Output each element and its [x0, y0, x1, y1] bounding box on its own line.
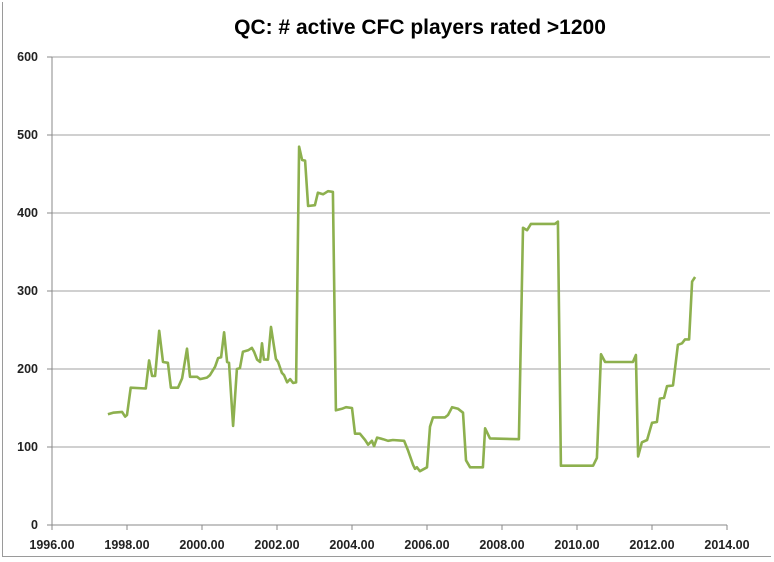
x-tick-label: 1996.00 — [29, 538, 74, 552]
x-tick-label: 2008.00 — [479, 538, 524, 552]
series-lines — [107, 145, 697, 473]
x-tick-label: 2012.00 — [629, 538, 674, 552]
chart-title: QC: # active CFC players rated >1200 — [234, 16, 606, 39]
y-tick-labels: 0 100 200 300 400 500 600 — [17, 50, 38, 532]
axes — [47, 56, 728, 530]
y-tick-label: 300 — [17, 284, 38, 298]
x-tick-label: 1998.00 — [104, 538, 149, 552]
y-tick-label: 200 — [17, 362, 38, 376]
y-tick-label: 500 — [17, 128, 38, 142]
y-tick-label: 100 — [17, 440, 38, 454]
x-tick-label: 2004.00 — [329, 538, 374, 552]
series-line-qc — [107, 145, 697, 473]
x-tick-label: 2000.00 — [179, 538, 224, 552]
x-tick-label: 2006.00 — [404, 538, 449, 552]
x-tick-labels: 1996.00 1998.00 2000.00 2002.00 2004.00 2006.… — [29, 538, 749, 552]
y-tick-label: 400 — [17, 206, 38, 220]
x-tick-label: 2002.00 — [254, 538, 299, 552]
y-tick-label: 600 — [17, 50, 38, 64]
gridlines — [52, 56, 770, 448]
x-tick-label: 2014.00 — [704, 538, 749, 552]
x-tick-label: 2010.00 — [554, 538, 599, 552]
y-tick-label: 0 — [31, 518, 38, 532]
